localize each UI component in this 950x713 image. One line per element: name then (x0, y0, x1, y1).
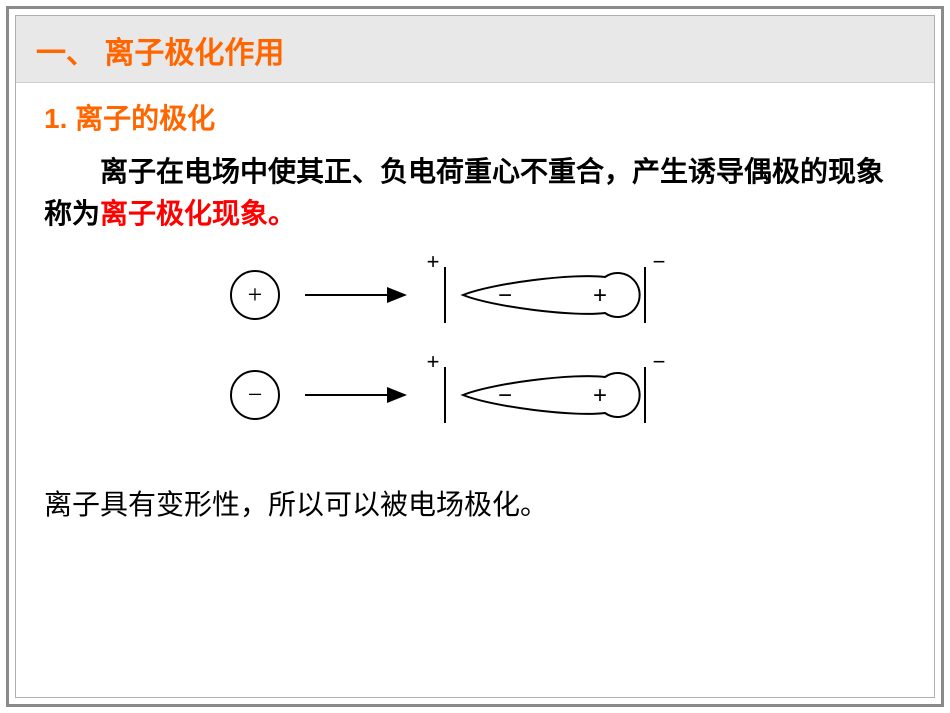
footer-note: 离子具有变形性，所以可以被电场极化。 (44, 483, 906, 523)
svg-text:+: + (427, 255, 440, 274)
svg-text:−: − (498, 382, 512, 409)
content-area: 1. 离子的极化 离子在电场中使其正、负电荷重心不重合，产生诱导偶极的现象称为离… (16, 83, 934, 697)
svg-text:+: + (593, 382, 607, 409)
svg-text:+: + (427, 349, 440, 374)
svg-text:+: + (248, 280, 263, 309)
definition-paragraph: 离子在电场中使其正、负电荷重心不重合，产生诱导偶极的现象称为离子极化现象。 (44, 151, 906, 235)
svg-text:−: − (248, 380, 263, 409)
svg-text:−: − (653, 255, 666, 274)
section-title: 一、 离子极化作用 (36, 28, 914, 72)
svg-text:−: − (653, 349, 666, 374)
polarization-diagram: + + − − + − + − − + (215, 255, 735, 455)
inner-frame: 一、 离子极化作用 1. 离子的极化 离子在电场中使其正、负电荷重心不重合，产生… (15, 15, 935, 698)
outer-frame: 一、 离子极化作用 1. 离子的极化 离子在电场中使其正、负电荷重心不重合，产生… (6, 6, 944, 707)
svg-text:+: + (593, 282, 607, 309)
subsection-title: 1. 离子的极化 (44, 97, 906, 137)
svg-text:−: − (498, 282, 512, 309)
header-bar: 一、 离子极化作用 (16, 16, 934, 83)
definition-highlight: 离子极化现象。 (100, 198, 296, 229)
